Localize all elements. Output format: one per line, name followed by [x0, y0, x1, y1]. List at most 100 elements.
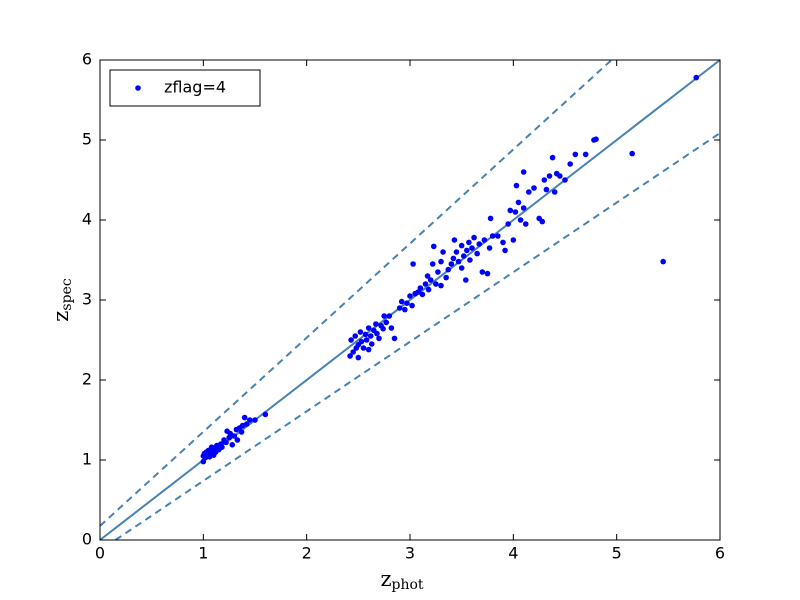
point	[365, 346, 372, 353]
point	[464, 247, 470, 254]
legend-label: zflag=4	[164, 78, 226, 97]
point	[502, 247, 508, 254]
y-tick-label: 5	[82, 130, 92, 149]
point	[500, 239, 506, 246]
point	[484, 270, 491, 277]
point	[526, 189, 532, 195]
point	[510, 237, 517, 243]
point	[350, 349, 356, 355]
point	[374, 330, 380, 337]
point	[357, 329, 364, 335]
point	[234, 437, 241, 443]
point	[429, 261, 436, 267]
point	[227, 430, 233, 437]
point	[383, 319, 390, 326]
point	[629, 150, 635, 157]
point	[417, 285, 424, 291]
x-tick-label: 5	[612, 544, 622, 563]
point	[474, 250, 480, 257]
point	[582, 151, 589, 158]
x-label-sub: phot	[392, 577, 424, 593]
point	[471, 234, 477, 241]
point	[347, 353, 353, 359]
point	[517, 217, 524, 223]
point	[409, 302, 415, 309]
point	[489, 233, 496, 239]
point	[505, 221, 511, 227]
point	[567, 161, 573, 167]
point	[458, 265, 465, 271]
point	[476, 241, 483, 247]
y-tick-label: 3	[82, 290, 92, 309]
point	[453, 249, 460, 255]
point	[479, 269, 486, 275]
point	[208, 444, 215, 451]
point	[481, 237, 488, 243]
point	[451, 237, 458, 243]
x-tick-label: 2	[302, 544, 312, 563]
point	[391, 335, 398, 342]
point	[373, 321, 379, 327]
point	[410, 261, 416, 267]
point	[252, 417, 258, 423]
point	[438, 282, 444, 289]
point	[368, 341, 375, 347]
point	[362, 331, 369, 338]
point	[445, 266, 452, 273]
y-tick-label: 2	[82, 370, 92, 389]
point	[549, 154, 556, 161]
point	[388, 325, 395, 331]
point	[381, 313, 387, 319]
point	[229, 442, 236, 448]
point	[551, 189, 558, 195]
point	[660, 258, 666, 265]
point	[238, 429, 245, 435]
point	[398, 298, 405, 305]
point	[543, 186, 550, 193]
point	[355, 354, 362, 361]
point	[693, 74, 700, 81]
point	[422, 281, 429, 287]
point	[427, 277, 434, 283]
point	[348, 337, 354, 343]
point	[443, 274, 449, 281]
point	[435, 269, 441, 275]
point	[593, 136, 599, 142]
point	[419, 291, 426, 298]
point	[495, 233, 501, 239]
point	[386, 313, 393, 319]
point	[367, 333, 374, 339]
point	[572, 151, 579, 158]
point	[440, 249, 446, 255]
x-axis-label: zphot	[380, 567, 423, 594]
point	[469, 245, 475, 251]
point	[487, 215, 494, 222]
x-tick-label: 4	[508, 544, 518, 563]
point	[241, 414, 248, 421]
point	[231, 433, 238, 439]
point	[562, 177, 568, 183]
point	[520, 205, 527, 211]
point	[541, 177, 548, 183]
point	[430, 243, 437, 250]
y-tick-label: 4	[82, 210, 92, 229]
point	[425, 286, 432, 293]
y-axis-label: zspec	[49, 278, 76, 322]
legend: zflag=4	[109, 69, 261, 107]
point	[247, 417, 253, 423]
point	[424, 273, 431, 279]
point	[515, 199, 522, 206]
point	[520, 169, 527, 175]
point	[512, 209, 519, 215]
point	[358, 338, 365, 345]
y-label-main: z	[49, 311, 73, 322]
point	[546, 173, 553, 179]
point	[404, 300, 410, 307]
point	[463, 277, 469, 283]
point	[557, 173, 563, 179]
point	[262, 411, 269, 418]
x-tick-label: 0	[95, 544, 105, 563]
point	[365, 325, 372, 331]
